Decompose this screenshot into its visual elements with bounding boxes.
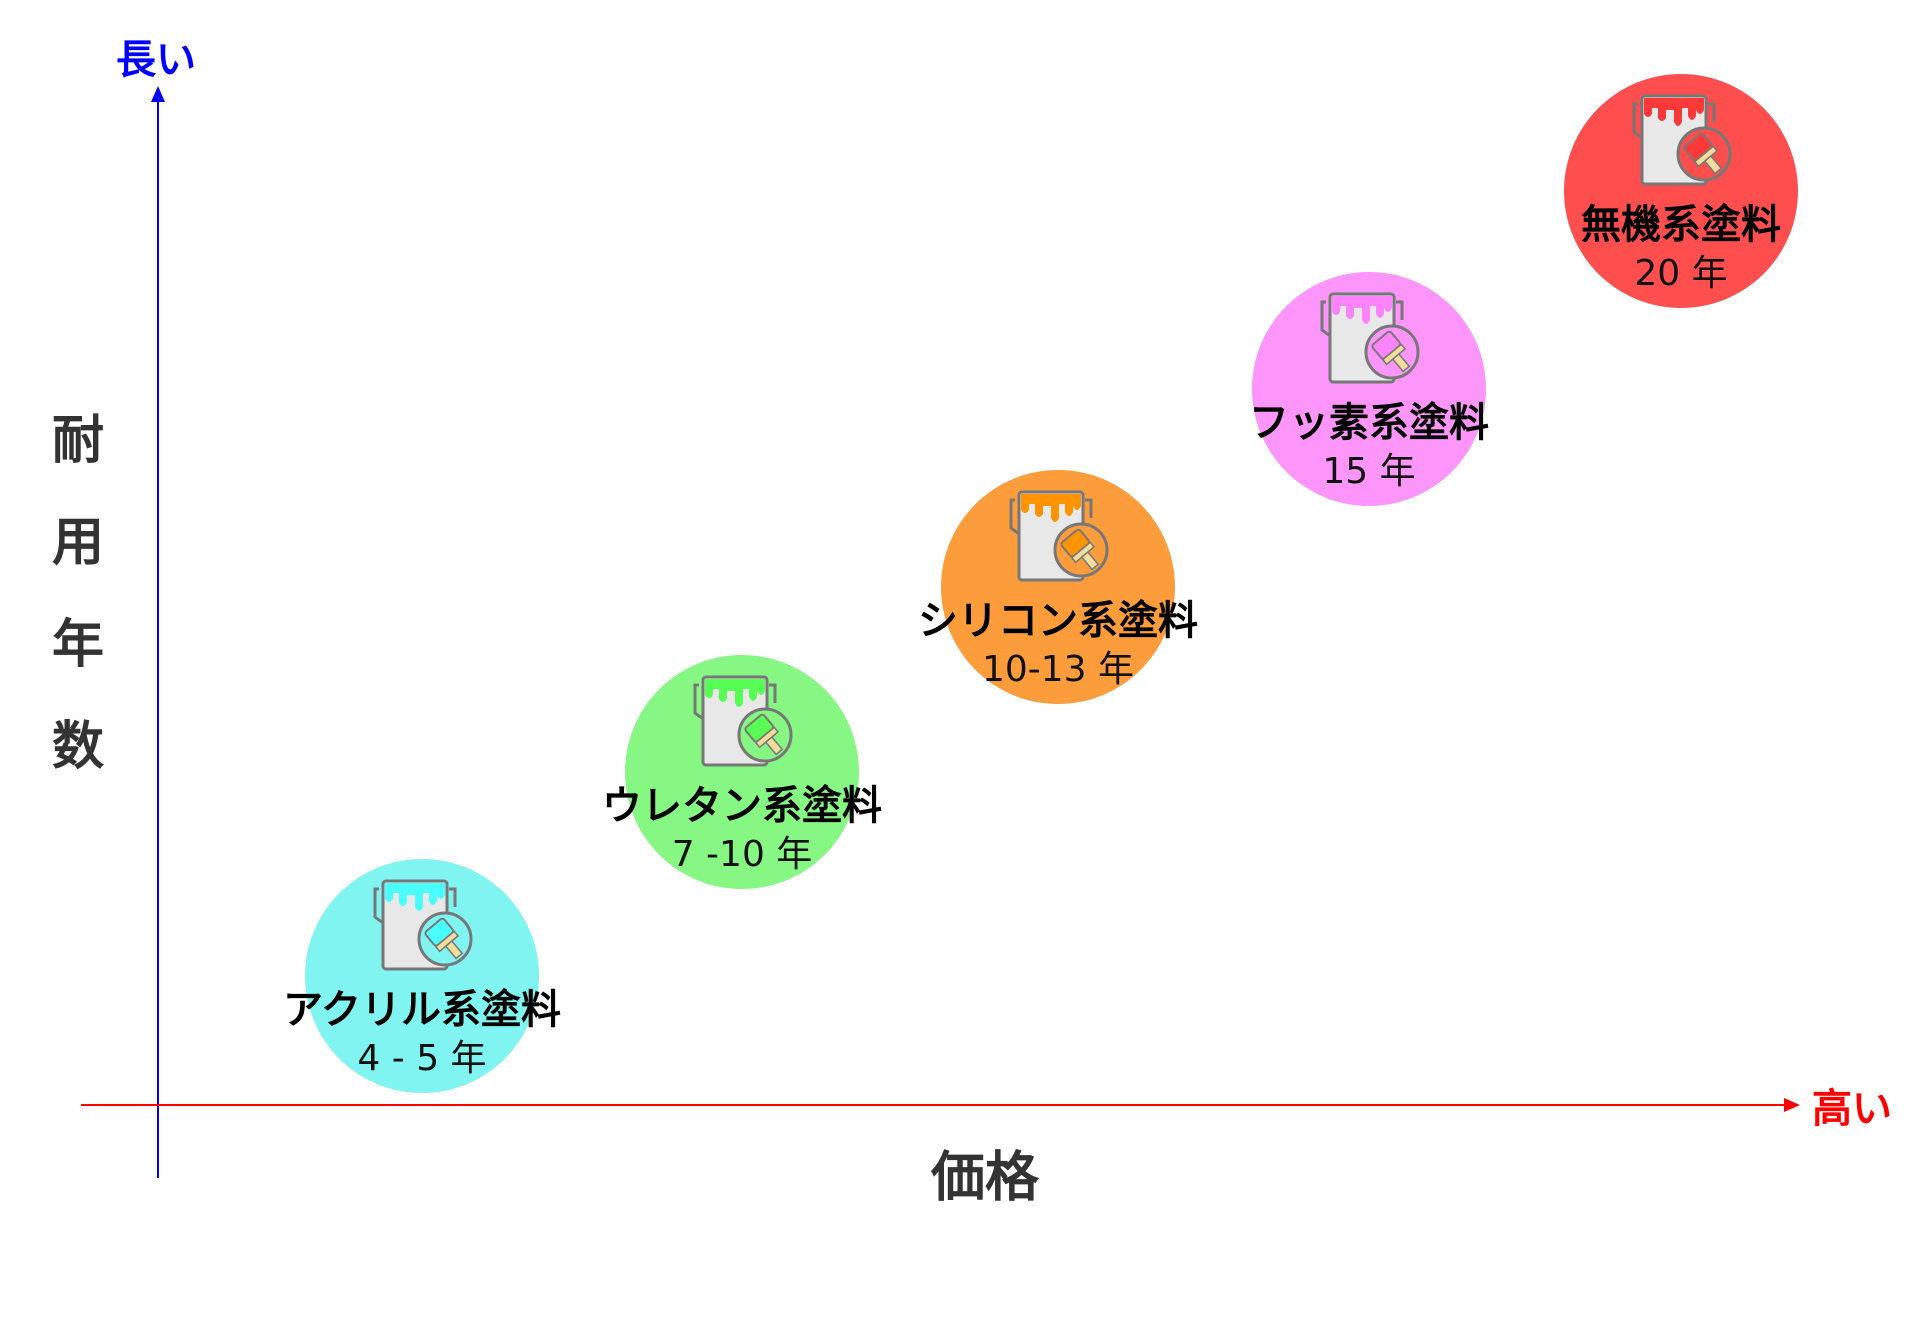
item-years: 20 年 [1634, 253, 1728, 294]
paint-bucket-icon [1320, 292, 1420, 384]
item-name: ウレタン系塗料 [602, 783, 882, 829]
item-years: 4 - 5 年 [357, 1038, 487, 1079]
paint-bucket-icon [1009, 490, 1109, 582]
y-axis-end-label: 長い [116, 37, 196, 83]
item-years: 7 -10 年 [671, 834, 813, 875]
paint-item: アクリル系塗料 4 - 5 年 [283, 859, 561, 1093]
x-axis-arrow [1784, 1098, 1800, 1112]
item-years: 15 年 [1322, 451, 1416, 492]
paint-bucket-icon [1632, 94, 1732, 186]
y-axis-arrow [151, 86, 165, 102]
item-name: アクリル系塗料 [283, 987, 561, 1033]
y-axis-title: 耐用年数 [51, 411, 104, 777]
paint-bucket-icon [693, 675, 793, 767]
paint-item: シリコン系塗料 10-13 年 [918, 470, 1198, 704]
paint-item: ウレタン系塗料 7 -10 年 [602, 655, 882, 889]
item-name: シリコン系塗料 [918, 598, 1198, 644]
item-name: 無機系塗料 [1581, 202, 1781, 248]
x-axis-title: 価格 [931, 1145, 1039, 1209]
paint-bucket-icon [373, 879, 473, 971]
paint-item: フッ素系塗料 15 年 [1249, 272, 1489, 506]
item-name: フッ素系塗料 [1249, 400, 1489, 446]
x-axis-end-label: 高い [1812, 1086, 1892, 1132]
paint-item: 無機系塗料 20 年 [1564, 74, 1798, 308]
item-years: 10-13 年 [981, 649, 1135, 690]
